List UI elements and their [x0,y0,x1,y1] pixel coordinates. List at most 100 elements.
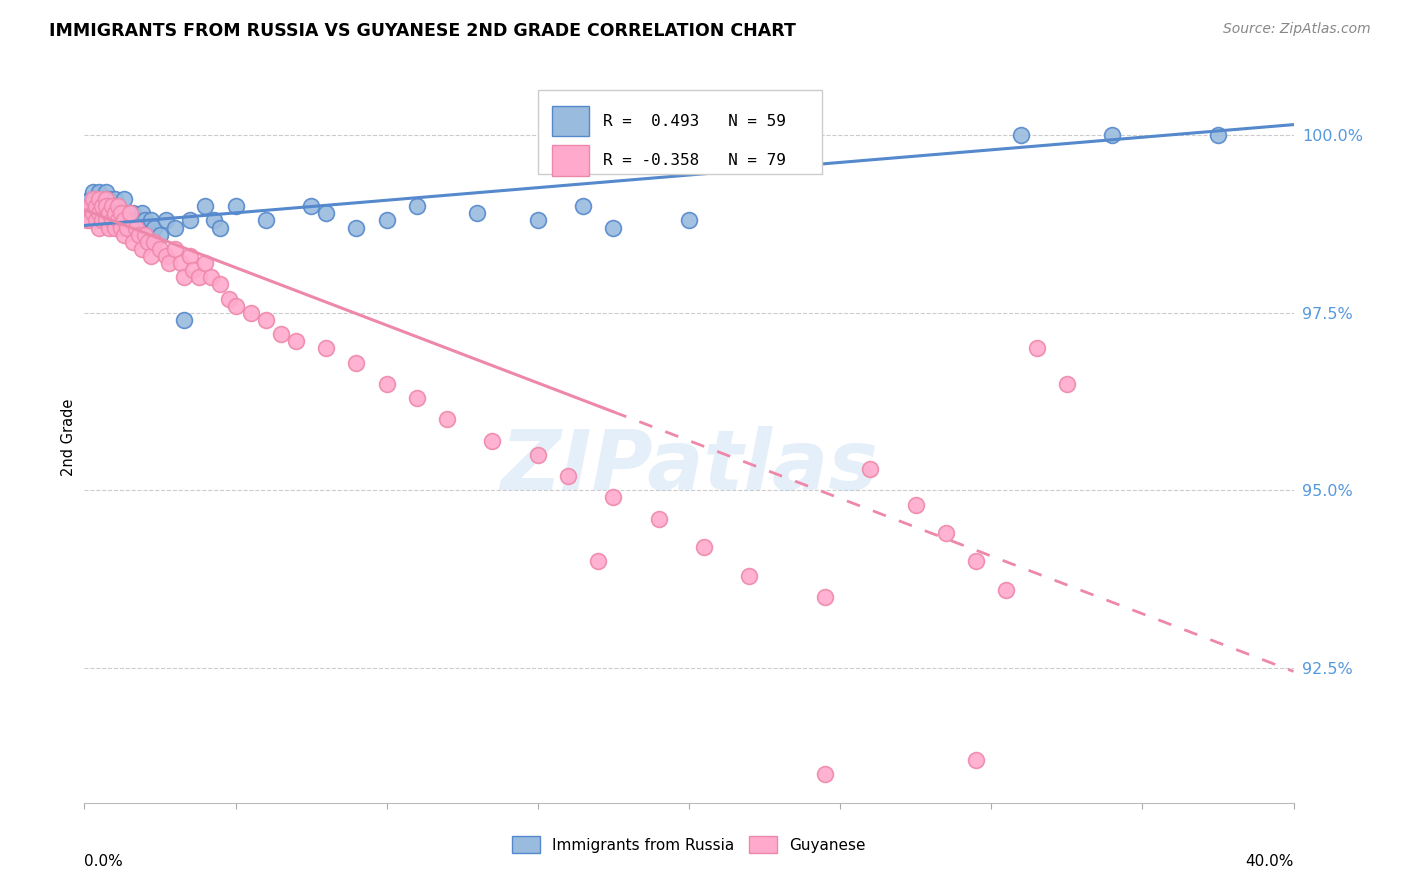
Point [86,192,108,206]
Point [406,199,429,213]
Point [299,199,322,213]
Point [527,448,550,462]
Point [155,249,177,263]
Text: R =  0.493   N = 59: R = 0.493 N = 59 [603,113,786,128]
Point [125,213,148,227]
Point [814,767,837,781]
Point [315,206,337,220]
Point [965,753,987,767]
Point [285,334,308,349]
Point [209,220,232,235]
Point [134,227,156,242]
Point [82,206,104,220]
Point [142,220,165,235]
Point [118,220,141,235]
Point [86,199,108,213]
Point [125,220,148,235]
Point [89,220,111,235]
Point [76,213,98,227]
Point [104,206,127,220]
Point [128,220,150,235]
Point [139,249,162,263]
Point [149,227,172,242]
Point [194,199,217,213]
Legend: Immigrants from Russia, Guyanese: Immigrants from Russia, Guyanese [505,828,873,861]
Point [104,220,127,235]
Point [139,213,162,227]
Point [112,192,135,206]
Point [82,199,104,213]
Point [76,199,98,213]
Point [436,412,458,426]
Point [165,220,187,235]
Point [79,199,101,213]
Point [118,206,141,220]
Point [481,434,503,448]
Point [346,220,368,235]
Point [100,213,122,227]
Point [904,498,927,512]
Point [110,220,132,235]
Point [121,235,143,249]
Point [86,206,108,220]
Point [131,242,153,256]
Point [693,540,716,554]
FancyBboxPatch shape [553,106,589,136]
Text: IMMIGRANTS FROM RUSSIA VS GUYANESE 2ND GRADE CORRELATION CHART: IMMIGRANTS FROM RUSSIA VS GUYANESE 2ND G… [49,22,796,40]
Point [170,256,193,270]
Point [107,199,129,213]
Point [94,185,117,199]
Point [467,206,489,220]
Point [91,192,114,206]
Point [136,235,159,249]
Point [97,206,120,220]
Point [104,192,127,206]
Point [94,199,117,213]
Point [173,270,195,285]
Point [200,270,222,285]
Point [588,554,610,568]
Point [107,213,129,227]
FancyBboxPatch shape [538,90,823,174]
Point [131,206,153,220]
Point [97,206,120,220]
Point [254,213,277,227]
Point [97,199,120,213]
Point [110,206,132,220]
Point [82,192,104,206]
Point [814,590,837,604]
Text: 0.0%: 0.0% [84,854,124,869]
Point [1101,128,1123,143]
Point [112,206,135,220]
Point [738,568,761,582]
Point [89,185,111,199]
Point [136,227,159,242]
Point [104,206,127,220]
FancyBboxPatch shape [553,145,589,176]
Point [202,213,225,227]
Point [134,213,156,227]
Point [218,292,240,306]
Point [94,199,117,213]
Point [1206,128,1229,143]
Point [648,512,671,526]
Point [995,582,1018,597]
Point [165,242,187,256]
Point [157,256,180,270]
Point [188,270,211,285]
Point [602,220,624,235]
Point [89,199,111,213]
Point [91,213,114,227]
Point [82,185,104,199]
Point [110,206,132,220]
Point [100,213,122,227]
Point [194,256,217,270]
Point [225,199,247,213]
Text: R = -0.358   N = 79: R = -0.358 N = 79 [603,153,786,168]
Point [142,235,165,249]
Point [1025,341,1047,355]
Text: 40.0%: 40.0% [1246,854,1294,869]
Point [375,376,398,391]
Text: ZIPatlas: ZIPatlas [501,425,877,507]
Point [406,391,429,405]
